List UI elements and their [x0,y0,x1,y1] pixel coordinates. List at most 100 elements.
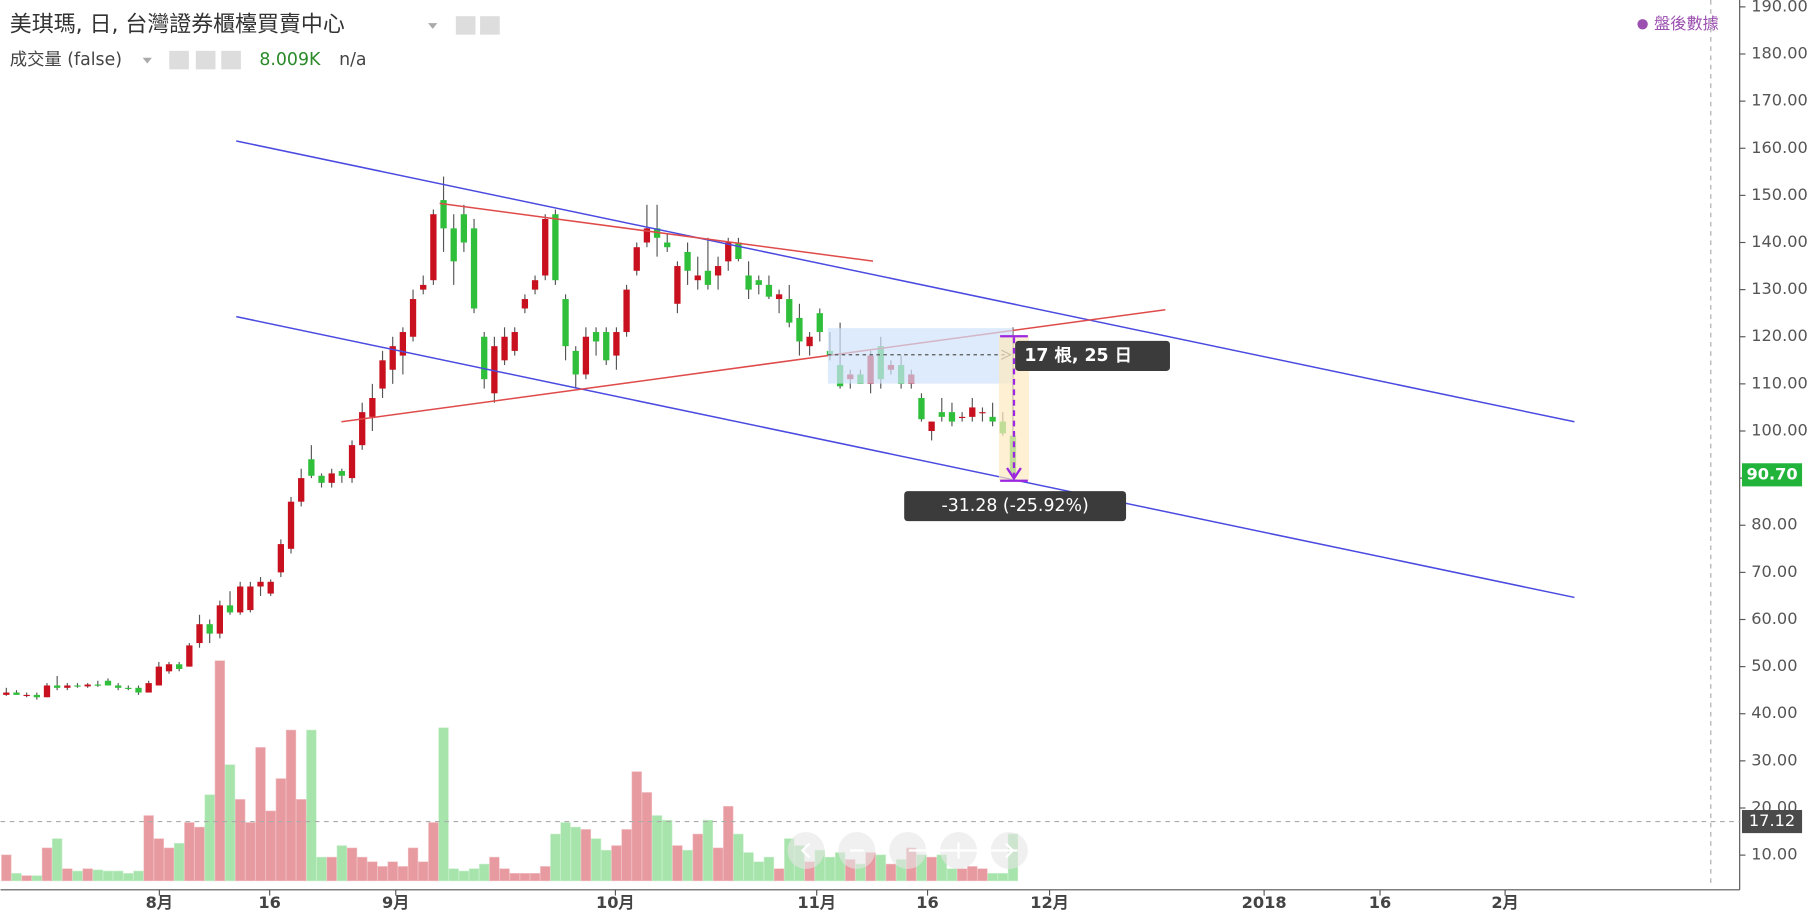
icon[interactable] [195,50,216,70]
candle-body [3,692,10,695]
volume-bar [468,868,480,882]
nav-button[interactable] [787,832,825,869]
dropdown[interactable] [428,23,438,29]
icon[interactable] [169,50,189,70]
trend-line [341,308,1166,423]
volume-bar [184,822,195,882]
y-tick-label: 120.00 [1751,326,1808,345]
candle-body [643,228,651,243]
volume-bar [204,794,215,882]
volume-bar [448,868,459,882]
volume-bar [489,856,500,882]
y-tick-label: 170.00 [1751,91,1808,110]
candle-body [328,473,335,483]
candle-body [592,332,600,342]
nav-buttons [787,832,1028,869]
y-tick-label: 30.00 [1751,750,1797,769]
volume-bar [560,822,571,882]
candle-body [84,684,91,687]
volume-bar [743,852,754,882]
candle-body [348,445,356,479]
candle-body [714,266,722,276]
candle-body [816,313,823,333]
candle-body [287,501,295,549]
x-tick-label: 11月 [797,893,836,912]
icon[interactable] [455,16,476,35]
volume-bar [407,847,419,882]
candle-body [145,683,152,693]
volume-bar [153,838,164,882]
volume-bar [967,866,978,882]
volume-bar [428,822,439,882]
volume-bar [651,815,663,882]
candle-body [511,332,518,351]
volume-bar [987,873,998,882]
candle-body [694,275,701,281]
volume-extra: n/a [339,50,366,70]
last-price-tag [1741,463,1803,487]
x-tick-label: 16 [916,893,938,912]
candle-body [704,270,712,285]
candle-body [775,294,783,300]
volume-bar [580,829,592,882]
volume-bar [133,870,144,882]
volume-bar [590,838,602,882]
volume-bar [62,868,73,882]
candle-body [308,459,315,476]
candle-body [501,336,508,361]
volume-bar [672,845,683,882]
icon[interactable] [221,50,241,70]
candle-body [542,218,549,276]
candle-body [938,412,945,417]
candle-body [786,299,793,323]
x-tick-label: 2018 [1242,893,1287,912]
icon[interactable] [480,16,500,35]
candle-body [928,421,935,431]
volume-bar [21,875,32,882]
candle-body [562,299,569,347]
volume-bar [174,842,185,882]
volume-bar [550,833,561,882]
candle-body [43,685,51,698]
candle-body [481,336,488,380]
candle-body [918,398,925,420]
volume-bar [41,847,53,882]
candle-body [155,666,162,686]
candle-body [247,586,254,611]
volume-bar [224,764,236,882]
volume-bar [692,833,703,882]
candle-body [979,412,986,414]
volume-bar [946,868,958,882]
candle-body [582,336,590,375]
volume-bar [397,866,409,882]
volume-bar [387,861,398,882]
y-tick-label: 190.00 [1751,0,1808,15]
volume-bar [723,806,734,882]
candle-body [237,586,244,613]
volume-bar [82,868,93,882]
volume-bar [773,868,785,882]
candle-body [440,200,447,229]
candle-body [267,581,274,594]
candle-body [33,694,40,698]
candle-body [623,289,630,333]
volume-bar [570,826,581,882]
candle-body [115,685,122,688]
nav-button[interactable] [889,832,927,869]
candle-body [13,692,20,695]
volume-bar [977,868,988,882]
change-label: -31.28 (-25.92%) [942,496,1089,516]
dropdown[interactable] [142,57,152,64]
candle-body [674,266,681,304]
candle-body [491,346,498,394]
candle-body [104,680,112,686]
candle-body [399,332,407,356]
volume-bar [194,826,205,882]
drawings: 17 根, 25 日 -31.28 (-25.92%) [236,140,1575,599]
volume-bar [956,868,968,882]
y-tick-label: 150.00 [1751,185,1808,204]
candle-body [165,664,173,672]
y-tick-label: 130.00 [1751,279,1808,298]
candle-body [389,346,396,370]
